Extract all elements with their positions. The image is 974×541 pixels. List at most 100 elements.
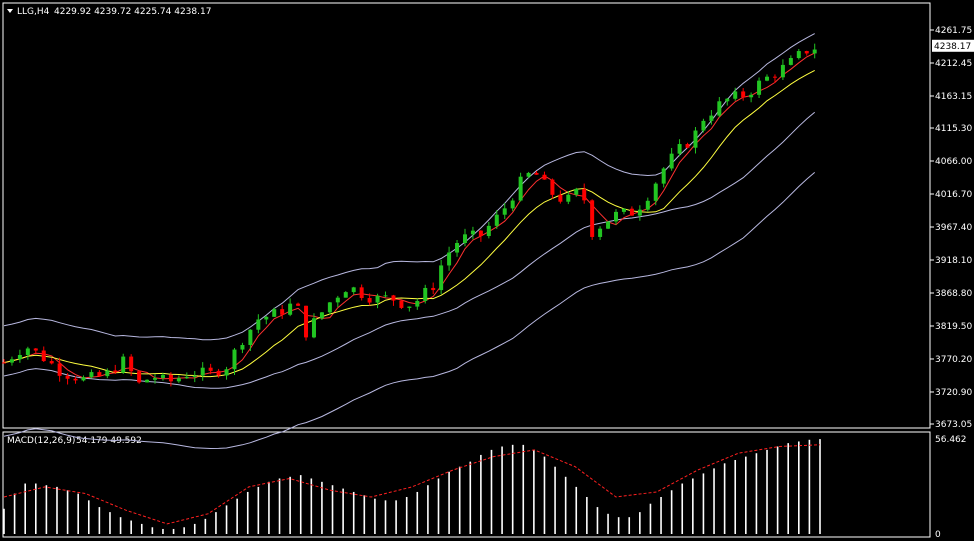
macd-tick-label: 0	[935, 530, 941, 540]
candle-bull	[423, 287, 428, 301]
candle-bull	[470, 230, 475, 235]
candle-bull	[383, 295, 388, 297]
candle-bull	[192, 375, 197, 377]
candle-bear	[478, 230, 483, 237]
candle-bull	[272, 309, 277, 317]
candle-bear	[280, 309, 285, 315]
candle-bull	[160, 374, 165, 379]
candle-bear	[168, 374, 173, 382]
candle-bull	[343, 292, 348, 298]
candle-bull	[176, 378, 181, 382]
candle-bull	[494, 214, 499, 226]
candle-bull	[661, 168, 666, 184]
price-tick-label: 4066.00	[935, 157, 972, 167]
candle-bull	[17, 354, 22, 360]
candle-bull	[606, 221, 611, 229]
candle-bull	[717, 101, 722, 116]
main-panel-frame	[2, 2, 931, 429]
candle-bull	[757, 80, 762, 95]
candle-bear	[208, 367, 213, 371]
candle-bull	[526, 172, 531, 177]
candle-bull	[200, 367, 205, 376]
candle-bull	[105, 370, 110, 377]
macd-signal	[3, 444, 821, 525]
price-tick-label: 3819.50	[935, 322, 972, 332]
candle-bear	[399, 300, 404, 308]
candle-bull	[788, 58, 793, 65]
candle-bear	[65, 375, 70, 379]
current-price-box	[932, 39, 974, 52]
candle-bull	[319, 312, 324, 319]
candle-bear	[57, 363, 62, 376]
candle-bull	[153, 378, 158, 380]
candle-bull	[264, 316, 269, 320]
candle-bear	[534, 172, 539, 175]
candle-bear	[804, 51, 809, 54]
candle-bull	[351, 287, 356, 293]
candle-bear	[304, 305, 309, 338]
candle-bull	[407, 306, 412, 308]
candle-bull	[335, 297, 340, 303]
candle-bull	[439, 265, 444, 291]
candle-bull	[812, 49, 817, 54]
candle-bull	[415, 300, 420, 307]
candle-bull	[796, 51, 801, 59]
candle-bull	[598, 228, 603, 237]
price-tick-label: 3720.90	[935, 388, 972, 398]
candle-bear	[129, 356, 134, 372]
chart-menu-triangle-icon[interactable]	[7, 9, 13, 13]
candle-bull	[733, 91, 738, 99]
candle-bull	[224, 369, 229, 376]
candle-bull	[375, 295, 380, 303]
candle-bull	[709, 115, 714, 121]
candle-bear	[431, 287, 436, 291]
candle-bull	[89, 372, 94, 378]
candle-bear	[216, 370, 221, 376]
candle-bull	[232, 349, 237, 370]
candle-bull	[121, 356, 126, 373]
bollinger-lower	[3, 172, 816, 450]
candle-bull	[9, 359, 14, 363]
candle-bear	[296, 303, 301, 306]
macd-signal-line	[3, 444, 821, 525]
candle-bull	[462, 234, 467, 244]
macd-panel-frame	[2, 431, 931, 538]
candle-bear	[137, 371, 142, 383]
macd-name: MACD(12,26,9)	[7, 436, 75, 446]
price-tick-label: 4163.15	[935, 92, 972, 102]
candle-bull	[288, 303, 293, 315]
candle-bear	[49, 361, 54, 364]
price-tick-label: 3770.20	[935, 355, 972, 365]
candle-bear	[542, 174, 547, 180]
current-price-marker: 4238.17	[932, 39, 974, 52]
candle-bull	[145, 379, 150, 383]
candles	[2, 43, 817, 387]
candle-bull	[637, 209, 642, 216]
price-axis: 4261.75 4212.45 4163.15 4115.30 4066.00 4016.…	[930, 26, 972, 430]
candle-bull	[311, 318, 316, 338]
candle-bull	[669, 153, 674, 169]
candle-bull	[614, 211, 618, 222]
candle-bull	[510, 200, 515, 209]
candle-bull	[248, 329, 253, 345]
candle-bull	[693, 130, 698, 148]
candle-bear	[359, 287, 364, 299]
macd-axis: 56.462 0	[935, 435, 967, 540]
candle-bull	[653, 183, 658, 201]
candle-bear	[367, 298, 372, 303]
candle-bear	[41, 350, 46, 362]
candle-bear	[558, 194, 563, 202]
ohlc-values: 4229.92 4239.72 4225.74 4238.17	[54, 7, 211, 17]
candle-bull	[621, 208, 626, 212]
candle-bull	[455, 243, 460, 253]
current-price-label: 4238.17	[934, 42, 971, 52]
candle-bull	[502, 208, 507, 215]
candle-bear	[113, 370, 118, 373]
candle-bull	[25, 348, 30, 355]
price-tick-label: 3868.80	[935, 289, 972, 299]
candle-bull	[256, 319, 261, 330]
price-tick-label: 4016.70	[935, 190, 972, 200]
price-tick-label: 3918.10	[935, 256, 972, 266]
candle-bull	[486, 225, 491, 237]
